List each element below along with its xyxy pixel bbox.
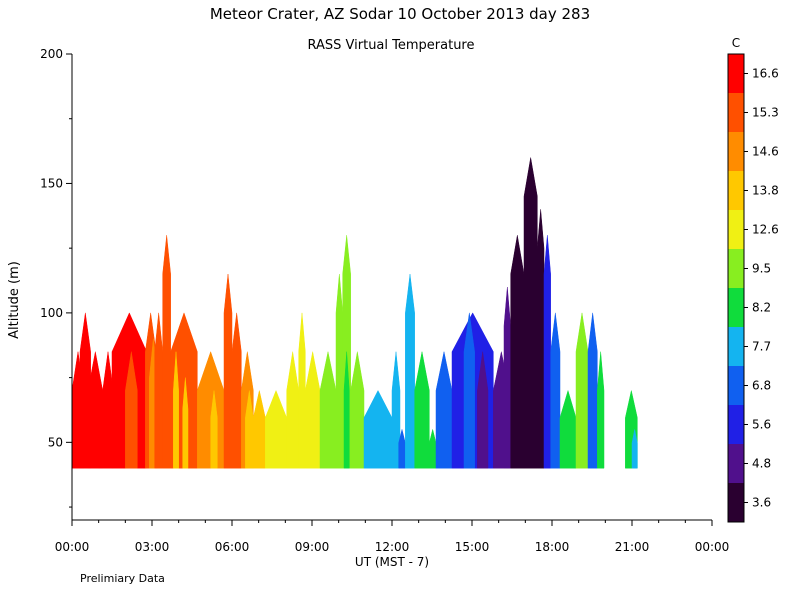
colorbar-swatch xyxy=(728,366,744,405)
x-tick-label: 21:00 xyxy=(615,540,650,554)
colorbar-swatch xyxy=(728,54,744,93)
temperature-column xyxy=(162,235,171,469)
x-tick-label: 18:00 xyxy=(535,540,570,554)
temperature-column xyxy=(343,351,350,469)
temperature-column xyxy=(286,351,299,469)
x-tick-label: 00:00 xyxy=(695,540,730,554)
colorbar-label: 9.5 xyxy=(752,262,771,276)
x-tick-label: 00:00 xyxy=(55,540,90,554)
temperature-column xyxy=(398,429,406,469)
colorbar-swatch xyxy=(728,210,744,249)
temperature-column xyxy=(298,312,306,469)
colorbar-unit: C xyxy=(732,36,740,50)
preliminary-data-note: Prelimiary Data xyxy=(80,572,165,585)
temperature-column xyxy=(305,351,321,469)
x-axis-label: UT (MST - 7) xyxy=(355,555,429,569)
temperature-column xyxy=(265,389,287,469)
x-tick-label: 09:00 xyxy=(295,540,330,554)
temperature-column xyxy=(510,235,525,469)
colorbar-label: 8.2 xyxy=(752,301,771,315)
temperature-column xyxy=(477,351,489,469)
temperature-column xyxy=(463,312,475,469)
temperature-column xyxy=(125,351,138,469)
colorbar-label: 6.8 xyxy=(752,379,771,393)
colorbar-swatch xyxy=(728,444,744,483)
temperature-column xyxy=(154,312,163,469)
temperature-column xyxy=(587,312,598,469)
colorbar-label: 14.6 xyxy=(752,145,779,159)
temperature-column xyxy=(435,351,453,469)
colorbar-label: 3.6 xyxy=(752,496,771,510)
colorbar-label: 5.6 xyxy=(752,418,771,432)
temperature-column xyxy=(559,389,577,469)
temperature-column xyxy=(414,351,430,469)
colorbar-swatch xyxy=(728,405,744,444)
temperature-column xyxy=(319,351,337,469)
x-tick-label: 06:00 xyxy=(215,540,250,554)
colorbar-swatch xyxy=(728,327,744,366)
x-tick-label: 12:00 xyxy=(375,540,410,554)
colorbar-swatch xyxy=(728,483,744,522)
colorbar-swatch xyxy=(728,93,744,132)
colorbar-label: 15.3 xyxy=(752,106,779,120)
x-tick-label: 15:00 xyxy=(455,540,490,554)
temperature-column xyxy=(253,390,266,469)
temperature-column xyxy=(98,390,103,469)
colorbar-swatch xyxy=(728,171,744,210)
temperature-column xyxy=(543,235,551,469)
colorbar-label: 7.7 xyxy=(752,340,771,354)
temperature-column xyxy=(597,351,605,469)
chart-title: Meteor Crater, AZ Sodar 10 October 2013 … xyxy=(210,5,590,23)
temperature-column xyxy=(550,312,561,469)
colorbar-label: 4.8 xyxy=(752,457,771,471)
plot-area xyxy=(71,157,638,469)
temperature-column xyxy=(210,390,218,469)
colorbar-frame xyxy=(727,53,745,523)
temperature-column xyxy=(182,377,189,469)
y-tick-label: 100 xyxy=(40,306,63,320)
temperature-column xyxy=(223,274,233,469)
temperature-column xyxy=(173,351,179,469)
colorbar-swatch xyxy=(728,288,744,327)
temperature-column xyxy=(335,274,343,469)
temperature-column xyxy=(102,351,114,469)
y-tick-label: 150 xyxy=(40,176,63,190)
y-tick-label: 50 xyxy=(48,435,63,449)
colorbar-swatch xyxy=(728,249,744,288)
y-tick-label: 200 xyxy=(40,47,63,61)
colorbar-label: 16.6 xyxy=(752,67,779,81)
temperature-column xyxy=(631,429,638,469)
temperature-column xyxy=(429,429,437,469)
temperature-column xyxy=(363,390,393,469)
temperature-column xyxy=(231,312,242,469)
y-axis-label: Altitude (m) xyxy=(7,261,22,339)
temperature-column xyxy=(350,351,365,469)
colorbar-label: 12.6 xyxy=(752,223,779,237)
colorbar-swatch xyxy=(728,132,744,171)
colorbar: 3.6 4.8 5.6 6.8 7.7 8.2 9.5 12.6 13.8 14.6 15.3 16.… xyxy=(727,53,779,523)
temperature-column xyxy=(575,312,589,469)
chart-subtitle: RASS Virtual Temperature xyxy=(308,38,475,53)
colorbar-label: 13.8 xyxy=(752,184,779,198)
axes: 50 100 150 200 00:00 03:00 06:00 09:00 12:00 15:0… xyxy=(40,47,729,554)
x-tick-label: 03:00 xyxy=(135,540,170,554)
temperature-column xyxy=(537,209,545,469)
temperature-column xyxy=(523,157,538,469)
temperature-column xyxy=(503,286,511,469)
temperature-column xyxy=(245,390,254,469)
temperature-column xyxy=(405,274,415,469)
